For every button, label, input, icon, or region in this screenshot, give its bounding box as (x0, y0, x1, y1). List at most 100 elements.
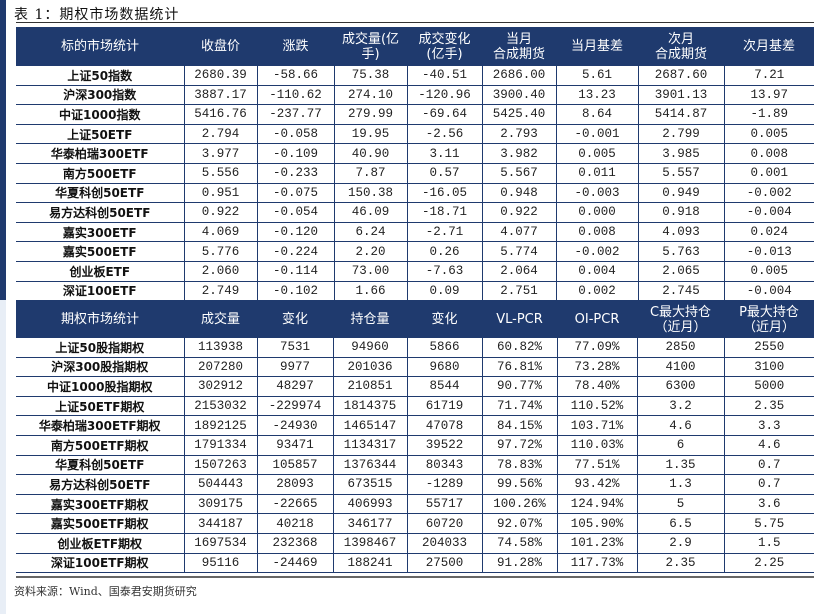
table-cell: 406993 (332, 494, 407, 515)
table-cell: 0.011 (555, 163, 638, 184)
table-cell: 92.07% (481, 513, 557, 534)
row-label: 华泰柏瑞300ETF期权 (16, 415, 184, 436)
table-row: 上证50ETF 2.794 -0.058 19.95 -2.56 2.793 -0.001 2… (16, 124, 814, 145)
table-cell: 207280 (183, 357, 257, 378)
table-row: 易方达科创50ETF 0.922 -0.054 46.09 -18.71 0.922 0.0… (16, 202, 814, 223)
column-header: 持仓量 (333, 301, 407, 338)
table-cell: -0.054 (256, 202, 334, 223)
table-cell: -0.004 (723, 202, 814, 223)
row-label: 沪深300指数 (16, 85, 184, 106)
table-cell: 0.09 (406, 281, 482, 302)
table-cell: 2850 (636, 338, 724, 358)
table-row: 华泰柏瑞300ETF期权 1892125 -24930 1465147 47078 84.… (16, 415, 814, 436)
table-cell: 95116 (183, 553, 257, 574)
table-cell: -237.77 (256, 104, 334, 125)
table-cell: 6.24 (333, 222, 407, 243)
table-cell: 105857 (256, 455, 333, 476)
table-cell: 0.004 (555, 261, 638, 282)
table-cell: 2.794 (183, 124, 257, 145)
row-label: 上证50股指期权 (16, 338, 184, 358)
table-cell: 61719 (406, 396, 482, 417)
table-cell: -0.003 (555, 183, 638, 204)
table-cell: 13.97 (723, 85, 814, 106)
table-cell: 0.7 (723, 474, 814, 495)
table-cell: -120.96 (406, 85, 482, 106)
table-cell: 113938 (183, 338, 257, 358)
table-cell: 91.28% (481, 553, 557, 574)
table-cell: 1.35 (636, 455, 724, 476)
row-label: 上证50ETF期权 (16, 396, 184, 417)
table-cell: 0.000 (555, 202, 638, 223)
row-label: 华夏科创50ETF (16, 183, 184, 204)
table-row: 创业板ETF期权 1697534 232368 1398467 204033 74.58%… (16, 533, 814, 554)
table-cell: 2153032 (183, 396, 257, 417)
table-row: 华泰柏瑞300ETF 3.977 -0.109 40.90 3.11 3.982 0.005… (16, 143, 814, 164)
table-cell: 504443 (183, 474, 257, 495)
table-cell: 84.15% (481, 415, 557, 436)
table-cell: 0.918 (637, 202, 724, 223)
row-label: 南方500ETF (16, 163, 184, 184)
table-cell: 210851 (332, 376, 407, 397)
table-row: 深证100ETF期权 95116 -24469 188241 27500 91.28% 11… (16, 553, 814, 574)
table-cell: 1134317 (332, 435, 407, 456)
column-header: 标的市场统计 (16, 27, 184, 66)
table-cell: 1398467 (332, 533, 407, 554)
table-row: 南方500ETF 5.556 -0.233 7.87 0.57 5.567 0.011 5.5… (16, 163, 814, 184)
row-label: 嘉实300ETF (16, 222, 184, 243)
row-label: 中证1000股指期权 (16, 376, 184, 397)
table-row: 华夏科创50ETF 1507263 105857 1376344 80343 78.83%… (16, 455, 814, 476)
table-cell: 0.002 (555, 281, 638, 302)
column-header: C最大持仓 （近月） (637, 301, 724, 338)
table-cell: 5866 (406, 338, 482, 358)
left-accent-bar (0, 0, 6, 300)
table-cell: 150.38 (333, 183, 407, 204)
table-cell: 0.57 (406, 163, 482, 184)
table-cell: 1465147 (332, 415, 407, 436)
row-label: 创业板ETF (16, 261, 184, 282)
table-cell: 2.064 (481, 261, 556, 282)
table-cell: 1.66 (333, 281, 407, 302)
table-cell: 5.557 (637, 163, 724, 184)
row-label: 南方500ETF期权 (16, 435, 184, 456)
table-cell: 6300 (636, 376, 724, 397)
table-cell: 0.7 (723, 455, 814, 476)
table-cell: 3887.17 (183, 85, 257, 106)
table-cell: 0.951 (183, 183, 257, 204)
table-row: 嘉实500ETF 5.776 -0.224 2.20 0.26 5.774 -0.002 5.… (16, 241, 814, 262)
table-cell: 73.00 (333, 261, 407, 282)
table-row: 易方达科创50ETF 504443 28093 673515 -1289 99.56% 93… (16, 474, 814, 495)
table-cell: 7.87 (333, 163, 407, 184)
table-cell: -0.233 (256, 163, 334, 184)
table-cell: 3.2 (636, 396, 724, 417)
table-cell: 1507263 (183, 455, 257, 476)
row-label: 嘉实500ETF (16, 241, 184, 262)
row-label: 嘉实300ETF期权 (16, 494, 184, 515)
column-header: 成交变化 (亿手) (407, 27, 482, 66)
table-cell: -0.002 (723, 183, 814, 204)
table-row: 华夏科创50ETF 0.951 -0.075 150.38 -16.05 0.948 -0.… (16, 183, 814, 204)
table-cell: 5.75 (723, 513, 814, 534)
table-cell: 0.008 (723, 143, 814, 164)
table-row: 嘉实500ETF期权 344187 40218 346177 60720 92.07% 10… (16, 513, 814, 534)
row-label: 易方达科创50ETF (16, 202, 184, 223)
table-cell: 40218 (256, 513, 333, 534)
table-cell: 4.6 (636, 415, 724, 436)
table-cell: -0.120 (256, 222, 334, 243)
row-label: 深证100ETF期权 (16, 553, 184, 574)
table-cell: 1697534 (183, 533, 257, 554)
table-cell: 2.799 (637, 124, 724, 145)
table-cell: 279.99 (333, 104, 407, 125)
table-cell: 3.982 (481, 143, 556, 164)
table-row: 中证1000指数 5416.76 -237.77 279.99 -69.64 5425.4… (16, 104, 814, 125)
underlying-market-table: 标的市场统计 收盘价 涨跌 成交量(亿 手) 成交变化 (亿手) 当月 合成期货 当月基差次… (16, 27, 814, 302)
row-label: 华夏科创50ETF (16, 455, 184, 476)
table-cell: 9680 (406, 357, 482, 378)
table-cell: 3.6 (723, 494, 814, 515)
table-cell: 2.35 (636, 553, 724, 574)
table-cell: 124.94% (556, 494, 637, 515)
table-cell: 0.008 (555, 222, 638, 243)
table-cell: 204033 (406, 533, 482, 554)
table-cell: -22665 (256, 494, 333, 515)
table-cell: 2.793 (481, 124, 556, 145)
table-cell: 2680.39 (183, 66, 257, 86)
